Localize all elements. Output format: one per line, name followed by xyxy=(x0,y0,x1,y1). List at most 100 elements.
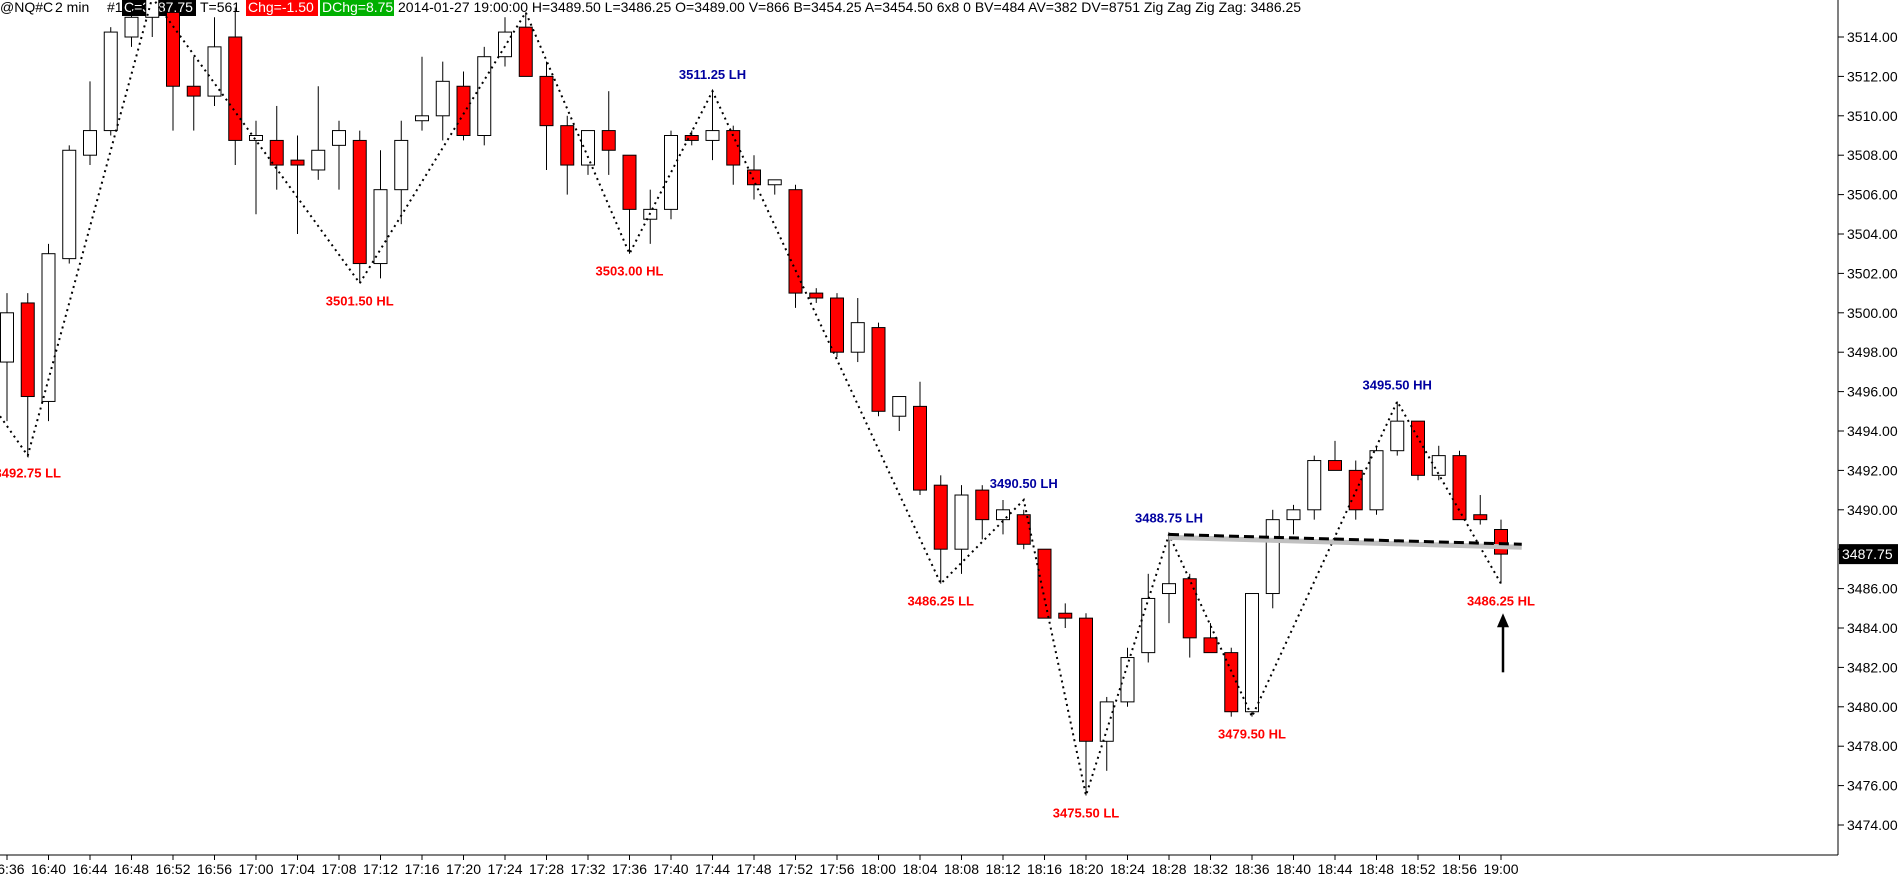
candle xyxy=(290,135,305,234)
candle xyxy=(767,179,782,195)
pivot-label: 3490.50 LH xyxy=(990,476,1058,491)
price-tick-label: 3508.00 xyxy=(1847,147,1898,163)
header-info-bar: @NQ#C 2 min #1 C=3487.75 T=561 Chg=-1.50… xyxy=(0,0,1301,16)
candle xyxy=(664,130,678,220)
time-tick-label: 16:56 xyxy=(197,861,232,877)
time-tick-label: 16:36 xyxy=(0,861,25,877)
candle xyxy=(249,120,263,215)
price-tick-label: 3480.00 xyxy=(1847,699,1898,715)
candle-body-up xyxy=(332,130,346,146)
candle xyxy=(332,120,346,190)
dchg-badge xyxy=(320,0,394,16)
time-tick-label: 19:00 xyxy=(1483,861,1518,877)
candle-body-down xyxy=(186,85,201,97)
candle-body-down xyxy=(228,36,243,141)
candle-body-down xyxy=(1328,460,1342,471)
candle xyxy=(498,17,512,67)
time-tick-label: 18:00 xyxy=(861,861,896,877)
candle xyxy=(809,288,824,303)
price-tick-label: 3482.00 xyxy=(1847,659,1898,675)
candle-body-up xyxy=(954,494,969,550)
candle-body-up xyxy=(498,31,512,58)
candle-body-up xyxy=(394,139,409,191)
candle-body-up xyxy=(1162,583,1176,595)
candle-body-down xyxy=(1473,514,1488,521)
candle xyxy=(1120,647,1135,707)
time-tick-label: 18:20 xyxy=(1068,861,1103,877)
candle-body-down xyxy=(269,139,284,166)
header-symbol: @NQ#C xyxy=(0,0,53,15)
candle xyxy=(0,293,14,422)
candle-body-up xyxy=(767,179,782,186)
candle-body-up xyxy=(892,396,907,417)
candle xyxy=(1162,534,1176,624)
candle-body-up xyxy=(1390,420,1405,452)
candle xyxy=(1473,495,1488,525)
candle xyxy=(1265,509,1280,609)
pivot-label: 3479.50 HL xyxy=(1218,727,1286,742)
candle xyxy=(996,499,1010,535)
candle-body-up xyxy=(1099,701,1114,742)
candle xyxy=(954,485,969,574)
candle xyxy=(124,7,139,47)
pivot-label: 3492.75 LL xyxy=(0,466,61,481)
candle-body-down xyxy=(352,139,367,265)
price-tick-label: 3502.00 xyxy=(1847,265,1898,281)
candle-body-down xyxy=(560,125,575,166)
candle-body-down xyxy=(726,130,741,166)
last-price-marker xyxy=(1839,544,1898,565)
price-tick-label: 3492.00 xyxy=(1847,462,1898,478)
candle-body-up xyxy=(83,130,97,156)
price-tick-label: 3500.00 xyxy=(1847,305,1898,321)
time-tick-label: 16:48 xyxy=(114,861,149,877)
price-axis: 3474.00 3476.00 3478.00 3480.00 3482.00 3484.… xyxy=(1838,29,1898,833)
pivot-label: 3486.25 LL xyxy=(908,594,975,609)
candle xyxy=(352,130,367,284)
candle-body-up xyxy=(1141,597,1156,654)
candle xyxy=(373,150,388,279)
price-tick-label: 3512.00 xyxy=(1847,68,1898,84)
candle xyxy=(913,381,927,496)
candle xyxy=(20,293,35,456)
time-tick-label: 16:40 xyxy=(31,861,66,877)
candle xyxy=(477,46,492,146)
time-tick-label: 18:48 xyxy=(1359,861,1394,877)
candle-body-up xyxy=(311,149,326,171)
header-chart-number: #1 xyxy=(107,0,123,15)
candle xyxy=(1058,603,1073,628)
time-tick-label: 17:28 xyxy=(529,861,564,877)
candle xyxy=(850,298,865,363)
time-tick-label: 18:04 xyxy=(902,861,937,877)
price-tick-label: 3474.00 xyxy=(1847,817,1898,833)
candle-body-down xyxy=(1037,548,1052,619)
candle xyxy=(788,184,803,308)
candle-body-up xyxy=(1245,593,1259,713)
time-tick-label: 18:28 xyxy=(1151,861,1186,877)
candle xyxy=(394,120,409,225)
candle-body-up xyxy=(664,135,678,210)
candle-body-down xyxy=(684,135,699,141)
price-tick-label: 3478.00 xyxy=(1847,738,1898,754)
candle xyxy=(1224,647,1239,717)
candle xyxy=(1141,573,1156,663)
candle-body-up xyxy=(103,31,118,132)
time-axis: 16:36 16:40 16:44 16:48 16:52 16:56 17:00 17:04… xyxy=(0,855,1519,877)
time-tick-label: 17:04 xyxy=(280,861,315,877)
candle xyxy=(269,105,284,190)
time-tick-label: 17:44 xyxy=(695,861,730,877)
candle xyxy=(622,154,637,254)
candle xyxy=(975,485,990,540)
time-tick-label: 18:36 xyxy=(1234,861,1269,877)
time-tick-label: 17:40 xyxy=(653,861,688,877)
candle xyxy=(1286,504,1301,535)
candle xyxy=(1245,593,1259,717)
candle xyxy=(581,130,595,175)
candle-body-up xyxy=(581,130,595,166)
candle-body-up xyxy=(373,189,388,265)
candle xyxy=(1099,696,1114,771)
dashed-trendline xyxy=(1168,532,1522,546)
header-interval: 2 min xyxy=(55,0,89,15)
header-ticks: T=561 xyxy=(200,0,240,15)
candle xyxy=(560,115,575,195)
candle xyxy=(1016,509,1031,550)
